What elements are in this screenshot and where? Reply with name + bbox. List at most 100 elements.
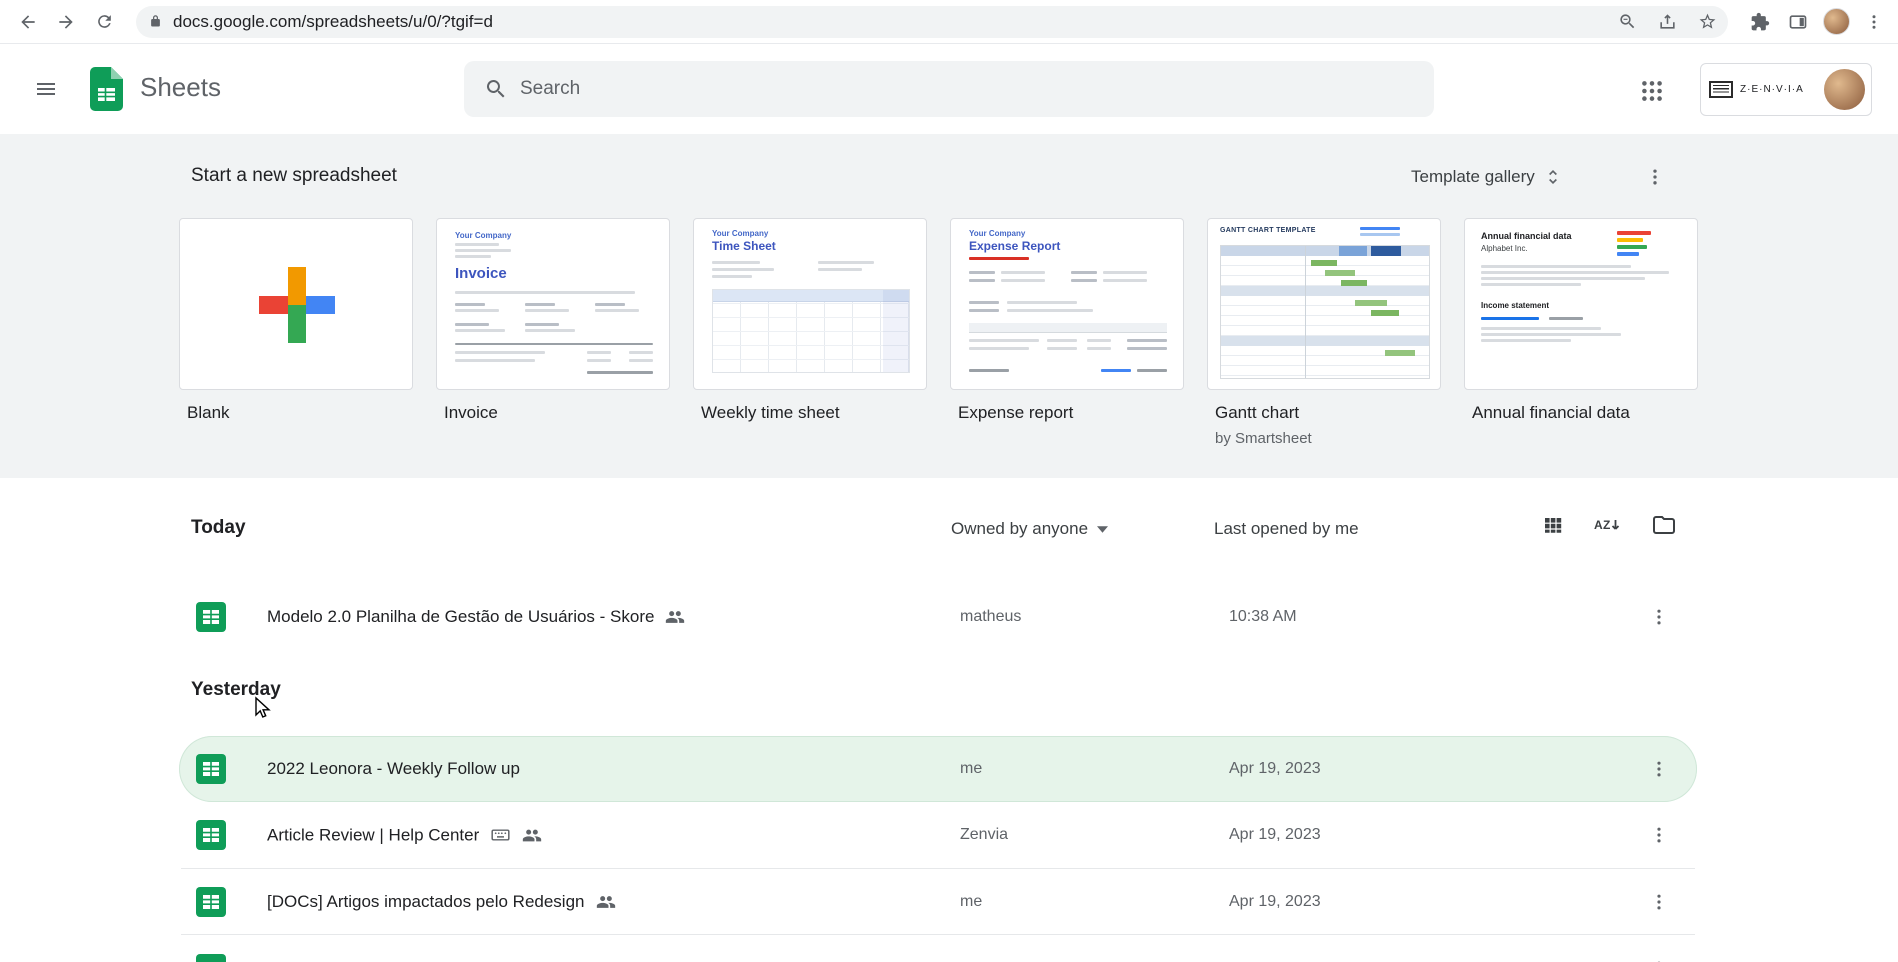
template-menu-button[interactable]	[1637, 159, 1673, 195]
template-card-invoice[interactable]: Your Company Invoice	[436, 218, 670, 447]
browser-toolbar: docs.google.com/spreadsheets/u/0/?tgif=d	[0, 0, 1898, 44]
account-name: Z·E·N·V·I·A	[1740, 84, 1804, 95]
row-menu-button[interactable]	[1641, 599, 1677, 635]
kebab-menu-icon	[1657, 761, 1661, 777]
blank-plus-icon	[259, 267, 335, 343]
file-row[interactable]: Article Review | Help Center Zenvia Apr …	[179, 802, 1697, 868]
row-menu-button[interactable]	[1641, 817, 1677, 853]
kebab-menu-icon	[1657, 827, 1661, 843]
file-title: Article Review | Help Center	[267, 825, 480, 844]
apps-grid-button[interactable]	[1632, 71, 1672, 111]
grid-view-button[interactable]	[1534, 506, 1572, 544]
share-icon	[1659, 14, 1675, 29]
row-menu-button[interactable]	[1641, 951, 1677, 962]
expense-report-thumbnail: Your Company Expense Report	[951, 219, 1183, 389]
zenvia-logo-mark	[1709, 81, 1733, 98]
extensions-button[interactable]	[1744, 6, 1776, 38]
browser-avatar	[1822, 8, 1850, 35]
magnifier-icon	[1619, 14, 1634, 29]
open-file-picker-button[interactable]	[1645, 506, 1683, 544]
file-row-partial[interactable]: [Atte...] Artigos impactados pelo redesi…	[179, 936, 1697, 962]
template-label: Weekly time sheet	[701, 403, 840, 422]
time-sheet-thumbnail: Your Company Time Sheet	[694, 219, 926, 389]
row-divider	[181, 934, 1695, 935]
bookmark-button[interactable]	[1692, 7, 1722, 37]
apps-grid-icon	[1642, 81, 1662, 101]
forward-icon	[59, 14, 73, 29]
puzzle-icon	[1751, 12, 1770, 30]
kebab-menu-icon	[1657, 609, 1661, 625]
unfold-icon	[1548, 169, 1557, 185]
url-text: docs.google.com/spreadsheets/u/0/?tgif=d	[173, 11, 493, 31]
side-panel-icon	[1789, 14, 1807, 29]
template-label: Expense report	[958, 403, 1074, 422]
file-row[interactable]: Modelo 2.0 Planilha de Gestão de Usuário…	[179, 584, 1697, 650]
sheets-logo-icon	[90, 67, 123, 111]
zoom-indicator-button[interactable]	[1612, 7, 1642, 37]
kebab-menu-icon	[1872, 14, 1876, 29]
forward-button[interactable]	[50, 6, 82, 38]
spreadsheet-file-icon	[196, 754, 226, 789]
reload-icon	[97, 15, 111, 28]
account-avatar[interactable]	[1824, 69, 1865, 110]
main-menu-button[interactable]	[28, 71, 64, 107]
side-panel-button[interactable]	[1782, 6, 1814, 38]
template-cards-row: Blank Your Company Invoice	[179, 218, 1698, 447]
template-card-blank[interactable]: Blank	[179, 218, 413, 447]
spreadsheet-file-icon	[196, 954, 226, 962]
file-row[interactable]: [DOCs] Artigos impactados pelo Redesign …	[179, 869, 1697, 935]
back-button[interactable]	[12, 6, 44, 38]
search-icon[interactable]	[472, 77, 520, 101]
template-gallery-button[interactable]: Template gallery	[1403, 158, 1571, 196]
file-owner: me	[960, 893, 983, 910]
site-security-icon	[151, 15, 160, 27]
row-menu-button[interactable]	[1641, 884, 1677, 920]
file-owner: matheus	[960, 608, 1022, 625]
template-label: Gantt chart	[1215, 403, 1300, 422]
file-owner: me	[960, 760, 983, 777]
account-badge[interactable]: Z·E·N·V·I·A	[1700, 63, 1872, 116]
owned-by-filter[interactable]: Owned by anyone	[951, 519, 1109, 539]
template-section: Start a new spreadsheet Template gallery…	[0, 134, 1898, 478]
row-menu-button[interactable]	[1641, 751, 1677, 787]
file-title: [DOCs] Artigos impactados pelo Redesign	[267, 892, 585, 911]
app-title[interactable]: Sheets	[140, 72, 221, 102]
back-icon	[21, 14, 35, 29]
invoice-thumbnail: Your Company Invoice	[437, 219, 669, 389]
search-bar	[464, 61, 1434, 117]
reload-button[interactable]	[88, 6, 120, 38]
file-opened-date: Apr 19, 2023	[1229, 960, 1321, 962]
sheets-logo[interactable]	[90, 67, 123, 116]
file-title: Modelo 2.0 Planilha de Gestão de Usuário…	[267, 607, 655, 626]
template-card-weekly-time-sheet[interactable]: Your Company Time Sheet Weekly time she	[693, 218, 927, 447]
folder-icon	[1653, 516, 1675, 534]
share-button[interactable]	[1652, 7, 1682, 37]
last-opened-label[interactable]: Last opened by me	[1214, 519, 1359, 538]
template-label: Blank	[187, 403, 230, 422]
file-title: [Atte...] Artigos impactados pelo redesi…	[267, 959, 576, 962]
svg-text:A: A	[1594, 518, 1603, 532]
annual-financial-thumbnail: Annual financial data Alphabet Inc. Inco…	[1465, 219, 1697, 389]
file-opened-date: Apr 19, 2023	[1229, 826, 1321, 843]
template-section-title: Start a new spreadsheet	[191, 165, 397, 186]
browser-menu-button[interactable]	[1858, 6, 1890, 38]
mouse-cursor	[255, 696, 271, 718]
star-icon	[1699, 13, 1715, 29]
app-header: Sheets Z·E·N·V·I·A	[0, 44, 1898, 134]
today-label: Today	[191, 517, 246, 538]
template-card-expense-report[interactable]: Your Company Expense Report	[950, 218, 1184, 447]
kebab-menu-icon	[1657, 894, 1661, 910]
hamburger-icon	[37, 83, 55, 95]
file-row-selected[interactable]: 2022 Leonora - Weekly Follow up me Apr 1…	[179, 736, 1697, 802]
grid-view-icon	[1545, 518, 1562, 533]
address-bar[interactable]: docs.google.com/spreadsheets/u/0/?tgif=d	[136, 5, 1728, 38]
template-card-gantt-chart[interactable]: GANTT CHART TEMPLATE	[1207, 218, 1441, 447]
template-label: Annual financial data	[1472, 403, 1630, 422]
search-input[interactable]	[520, 78, 1426, 100]
caret-down-icon	[1097, 525, 1109, 533]
file-opened-date: 10:38 AM	[1229, 608, 1297, 625]
template-card-annual-financial-data[interactable]: Annual financial data Alphabet Inc. Inco…	[1464, 218, 1698, 447]
browser-profile-button[interactable]	[1820, 6, 1852, 38]
